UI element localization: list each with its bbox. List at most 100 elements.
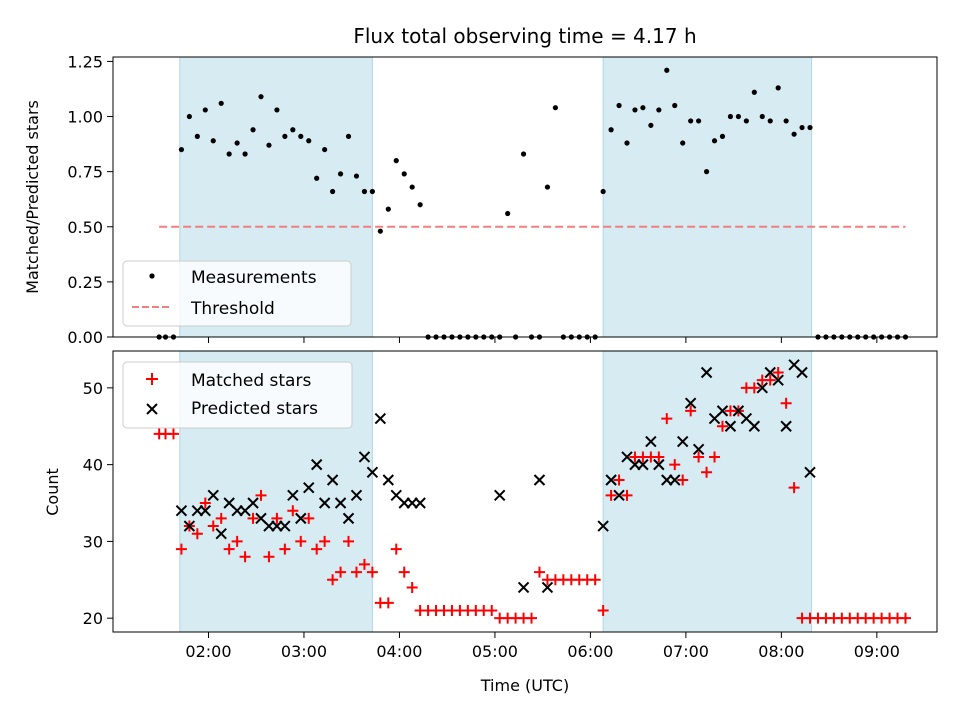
matched-star-point bbox=[533, 566, 545, 578]
matched-star-point bbox=[613, 474, 625, 486]
predicted-star-point bbox=[334, 497, 347, 509]
measurement-point bbox=[385, 206, 391, 212]
predicted-star-point bbox=[645, 435, 657, 448]
measurement-point bbox=[791, 131, 797, 137]
predicted-star-point bbox=[358, 451, 371, 463]
x-tick-label: 07:00 bbox=[663, 642, 709, 661]
measurement-point bbox=[672, 102, 678, 109]
measurement-point bbox=[202, 107, 208, 113]
legend-predicted-marker bbox=[146, 403, 158, 415]
x-tick-label: 08:00 bbox=[758, 642, 804, 661]
predicted-star-point bbox=[772, 374, 784, 386]
predicted-star-point bbox=[414, 497, 426, 509]
y-tick-label: 0.25 bbox=[67, 273, 103, 292]
measurement-point bbox=[210, 138, 216, 144]
matched-star-point bbox=[716, 420, 728, 432]
measurement-point bbox=[345, 133, 352, 139]
predicted-star-point bbox=[700, 366, 713, 379]
matched-star-point bbox=[780, 397, 792, 409]
measurement-point bbox=[409, 184, 415, 190]
measurement-point bbox=[274, 107, 280, 113]
measurement-point bbox=[664, 67, 670, 73]
top-x-ticks bbox=[207, 337, 878, 343]
matched-star-point bbox=[343, 535, 355, 547]
predicted-star-point bbox=[295, 512, 307, 525]
matched-star-point bbox=[271, 512, 283, 524]
matched-star-point bbox=[327, 574, 339, 586]
matched-star-point bbox=[669, 459, 681, 471]
matched-star-point bbox=[597, 605, 609, 617]
x-axis-label: Time (UTC) bbox=[480, 676, 569, 695]
measurement-point bbox=[242, 151, 248, 157]
matched-star-point bbox=[223, 543, 235, 555]
matched-star-point bbox=[701, 466, 713, 478]
legend-threshold-label: Threshold bbox=[190, 299, 275, 319]
y-tick-label: 0.00 bbox=[67, 328, 103, 347]
matched-star-point bbox=[709, 451, 721, 463]
predicted-star-point bbox=[279, 520, 291, 532]
predicted-star-point bbox=[637, 458, 649, 471]
matched-star-point bbox=[366, 566, 378, 578]
legend-measurements-marker bbox=[149, 273, 155, 279]
matched-star-point bbox=[350, 566, 362, 578]
matched-star-point bbox=[589, 574, 601, 586]
matched-star-point bbox=[335, 566, 347, 578]
matched-star-point bbox=[677, 474, 689, 486]
measurement-point bbox=[608, 127, 614, 133]
bottom-y-ticks: 20 30 40 50 bbox=[83, 379, 113, 628]
matched-star-point bbox=[263, 551, 275, 563]
measurement-point bbox=[306, 138, 312, 144]
matched-star-point bbox=[295, 535, 307, 547]
matched-star-point bbox=[406, 581, 418, 593]
y-tick-label: 50 bbox=[83, 379, 103, 398]
x-tick-label: 06:00 bbox=[567, 642, 613, 661]
y-tick-label: 20 bbox=[83, 609, 103, 628]
legend-matched-label: Matched stars bbox=[191, 371, 311, 391]
y-tick-label: 1.00 bbox=[67, 108, 103, 127]
measurement-point bbox=[290, 127, 296, 133]
measurement-point bbox=[194, 133, 200, 139]
predicted-star-point bbox=[199, 504, 212, 517]
bottom-plot-marks bbox=[153, 359, 911, 624]
measurement-point bbox=[314, 175, 320, 181]
bottom-legend-box bbox=[122, 361, 353, 429]
measurement-point bbox=[505, 210, 511, 217]
shaded-interval bbox=[602, 350, 813, 633]
matched-star-point bbox=[899, 612, 911, 624]
measurement-point bbox=[696, 118, 702, 124]
measurement-point bbox=[759, 113, 765, 120]
measurement-point bbox=[719, 133, 726, 139]
predicted-star-point bbox=[780, 420, 792, 432]
measurement-point bbox=[767, 118, 773, 124]
matched-star-point bbox=[398, 566, 410, 578]
measurement-point bbox=[735, 113, 741, 120]
measurement-point bbox=[751, 89, 757, 95]
predicted-star-point bbox=[613, 489, 625, 502]
measurement-point bbox=[544, 184, 551, 190]
measurement-point bbox=[282, 133, 288, 139]
top-axes-frame bbox=[112, 56, 938, 338]
top-y-axis-label: Matched/Predicted stars bbox=[23, 100, 42, 294]
top-legend-box bbox=[122, 260, 352, 327]
measurement-point bbox=[640, 105, 646, 111]
matched-star-point bbox=[693, 451, 705, 463]
matched-star-point bbox=[748, 382, 760, 394]
predicted-star-point bbox=[653, 458, 665, 471]
matched-star-point bbox=[390, 543, 402, 555]
predicted-star-point bbox=[310, 458, 323, 471]
bottom-x-ticks: 02:00 03:00 04:00 05:00 06:00 07:00 08:00 09:00 bbox=[185, 632, 900, 661]
measurement-point bbox=[330, 188, 336, 195]
predicted-star-point bbox=[350, 489, 363, 502]
measurement-point bbox=[807, 124, 813, 131]
measurement-point bbox=[727, 113, 734, 120]
bottom-y-axis-label: Count bbox=[43, 468, 62, 516]
matched-star-point bbox=[685, 405, 697, 417]
x-tick-label: 03:00 bbox=[281, 642, 327, 661]
top-legend: Measurements Threshold bbox=[122, 260, 352, 327]
legend-predicted-label: Predicted stars bbox=[191, 399, 318, 419]
predicted-star-point bbox=[215, 528, 227, 540]
y-tick-label: 0.75 bbox=[67, 163, 103, 182]
